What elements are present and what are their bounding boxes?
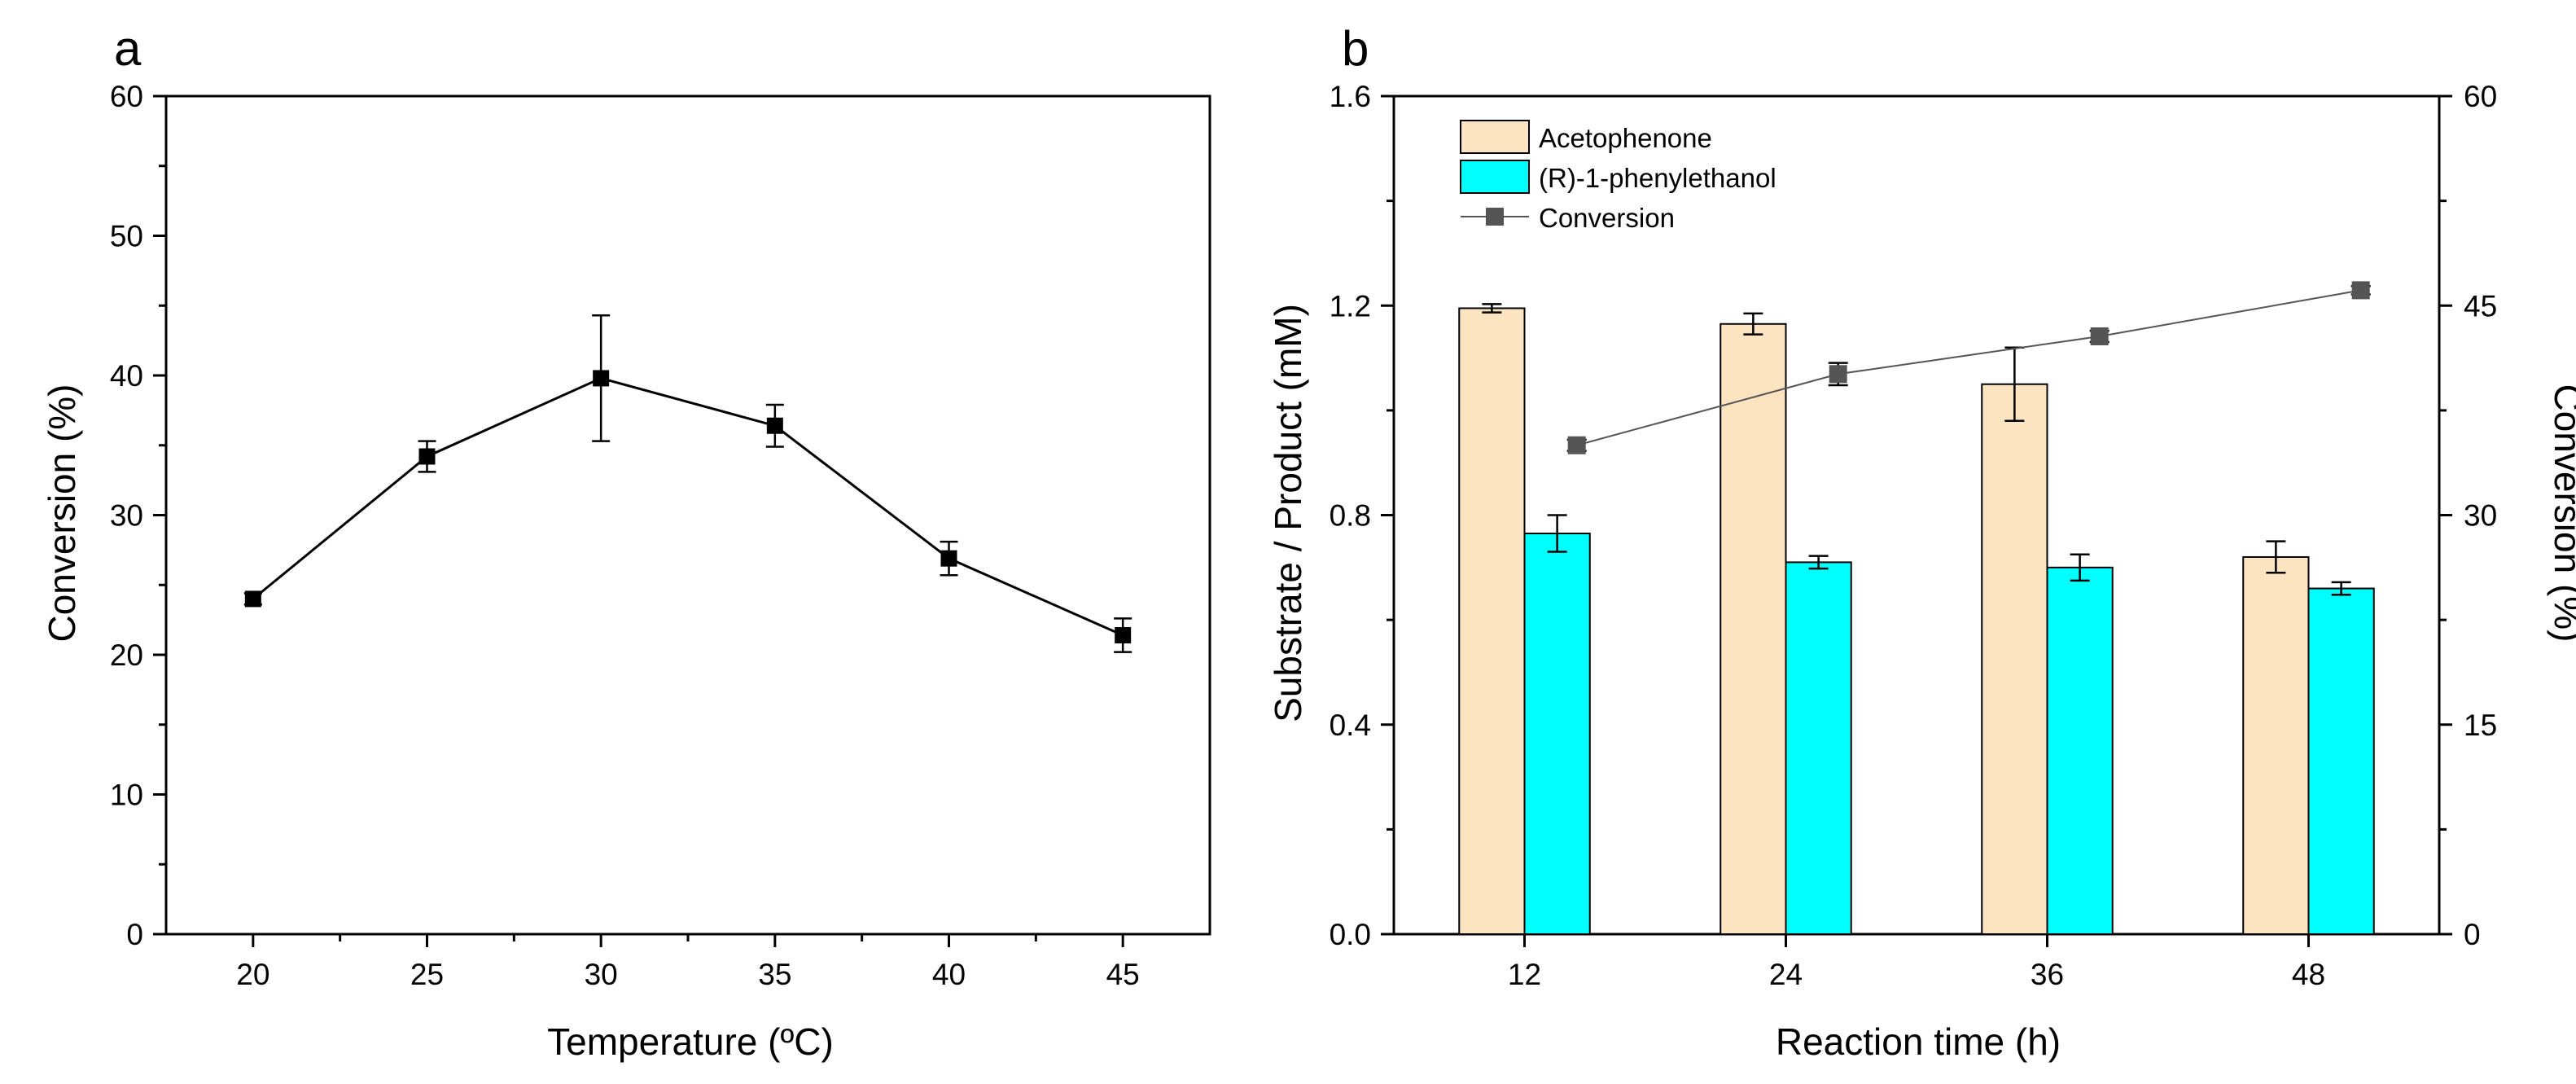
panel-a-x-tick-label: 30 [585, 958, 618, 991]
bar-phenylethanol [2046, 566, 2114, 935]
bar-phenylethanol [1785, 561, 1852, 935]
panel-b-y2-tick-label: 15 [2464, 709, 2497, 742]
panel-b-y-axis-title: Substrate / Product (mM) [1267, 304, 1309, 722]
panel-b-y-tick-label: 0.0 [1330, 918, 1371, 951]
panel-a-x-axis-title: Temperature (ºC) [547, 1020, 834, 1063]
conversion-data-point [1567, 436, 1586, 454]
panel-a-y-tick-label: 50 [110, 220, 143, 253]
panel-b-y-tick-label: 1.6 [1330, 80, 1371, 113]
panel-a-data-point [244, 590, 261, 608]
panel-a-x-tick-label: 20 [236, 958, 269, 991]
panel-a-y-tick-label: 60 [110, 80, 143, 113]
legend-swatch-acetophenone [1460, 120, 1530, 154]
panel-a-x-tick-label: 40 [932, 958, 966, 991]
panel-a-x-tick-label: 35 [758, 958, 791, 991]
panel-a-y-tick-label: 0 [126, 918, 143, 951]
panel-a-letter: a [114, 21, 142, 76]
panel-a-data-point [940, 550, 957, 567]
legend-label-acetophenone: Acetophenone [1539, 123, 1712, 153]
panel-a-y-tick-label: 10 [110, 779, 143, 812]
bar-acetophenone [1458, 307, 1526, 935]
conversion-data-point [2351, 281, 2370, 300]
bar-acetophenone [1720, 323, 1787, 935]
panel-b-x-tick-label: 48 [2292, 958, 2325, 991]
panel-a-y-axis-title: Conversion (%) [41, 384, 83, 643]
panel-a-plot-frame [164, 94, 1211, 936]
panel-b: 0.0 0.4 0.8 1.2 1.6 0 15 30 45 60 12 24 36 48 [1330, 80, 2498, 991]
conversion-data-point [2090, 327, 2109, 345]
panel-a-data-point [418, 448, 436, 465]
panel-b-x-tick-label: 24 [1769, 958, 1803, 991]
panel-a-y-tick-label: 20 [110, 639, 143, 672]
conversion-data-point [1829, 365, 1847, 384]
panel-b-y-tick-label: 1.2 [1330, 289, 1371, 323]
panel-b-y2-tick-label: 45 [2464, 289, 2497, 323]
panel-a-x-tick-label: 25 [410, 958, 444, 991]
bar-acetophenone [2242, 555, 2310, 935]
panel-a-y-tick-label: 40 [110, 359, 143, 393]
panel-a-y-tick-label: 30 [110, 499, 143, 533]
panel-b-y-tick-label: 0.8 [1330, 499, 1371, 533]
bar-phenylethanol [2307, 587, 2375, 935]
legend-marker-conversion [1486, 208, 1504, 226]
panel-a-data-point [1115, 626, 1132, 643]
panel-b-x-tick-label: 12 [1508, 958, 1541, 991]
legend-swatch-phenylethanol [1460, 160, 1530, 194]
conversion-line [1576, 289, 2361, 446]
panel-a: 0 10 20 30 40 50 60 20 25 30 35 40 45 [110, 80, 1211, 991]
legend-label-phenylethanol: (R)-1-phenylethanol [1539, 163, 1776, 193]
panel-b-y2-axis-title: Conversion (%) [2547, 384, 2576, 643]
panel-a-data-point [593, 370, 610, 387]
panel-b-y2-tick-label: 60 [2464, 80, 2497, 113]
panel-b-x-tick-label: 36 [2031, 958, 2064, 991]
panel-b-x-axis-title: Reaction time (h) [1776, 1020, 2061, 1063]
panel-b-y-tick-label: 0.4 [1330, 709, 1371, 742]
bar-acetophenone [1981, 383, 2048, 935]
panel-b-legend: Acetophenone (R)-1-phenylethanol Convers… [1460, 120, 1776, 233]
panel-a-x-tick-label: 45 [1106, 958, 1140, 991]
panel-b-y2-tick-label: 30 [2464, 499, 2497, 533]
bar-phenylethanol [1523, 533, 1591, 936]
panel-a-data-point [766, 417, 783, 434]
panel-b-y2-tick-label: 0 [2464, 918, 2481, 951]
panel-a-series-line [252, 376, 1124, 637]
legend-label-conversion: Conversion [1539, 203, 1675, 233]
panel-b-letter: b [1342, 21, 1369, 76]
